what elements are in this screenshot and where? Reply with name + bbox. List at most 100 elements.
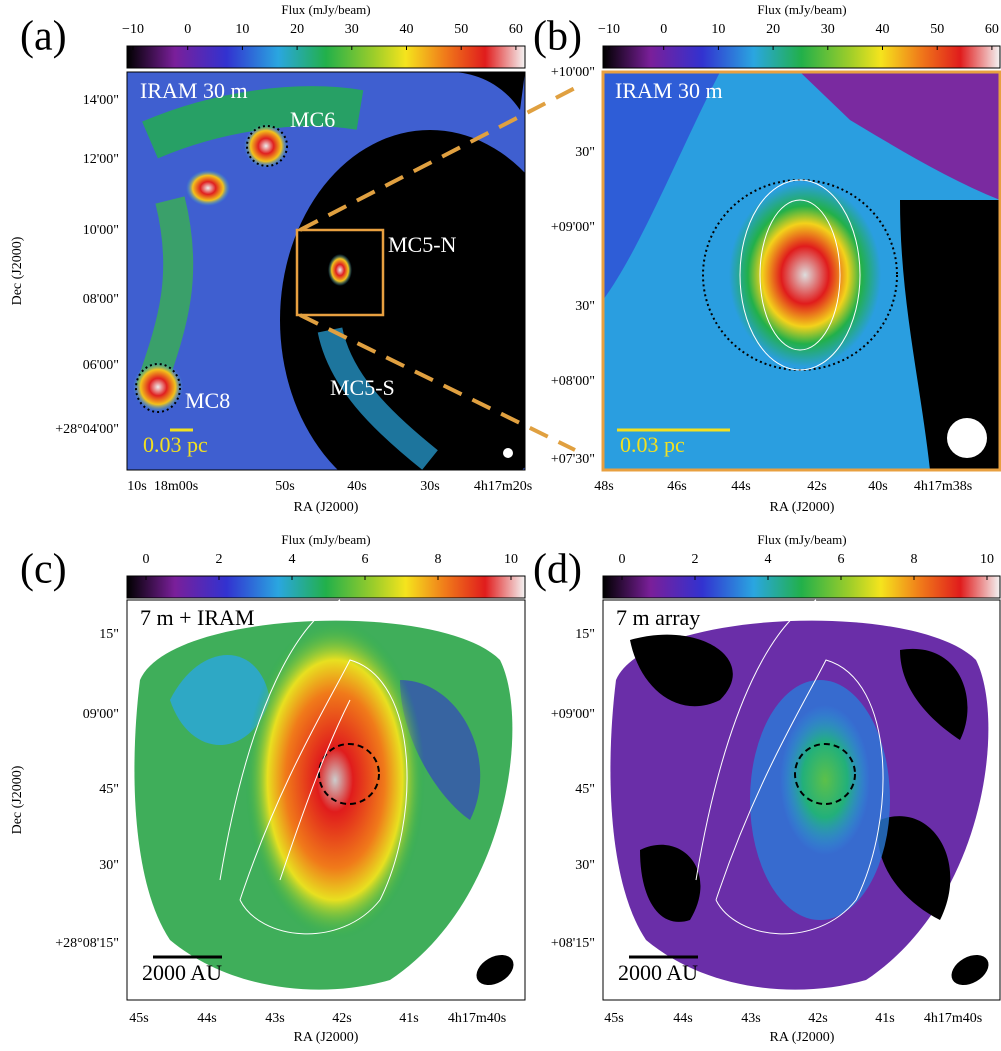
- colorbar: [127, 576, 525, 598]
- x-tick-label: 4h17m20s: [474, 479, 532, 494]
- y-axis-label: Dec (J2000): [10, 236, 25, 305]
- x-tick-label: 4h17m40s: [924, 1011, 982, 1026]
- colorbar-tick-label: −10: [598, 22, 620, 37]
- y-tick-label: 45": [575, 782, 595, 797]
- colorbar-tick-label: 8: [911, 552, 918, 567]
- colorbar-tick-label: 30: [345, 22, 359, 37]
- image-label: IRAM 30 m: [140, 78, 248, 103]
- y-tick-label: 30": [99, 858, 119, 873]
- y-tick-label: 10'00": [83, 223, 119, 238]
- y-tick-label: +07'30": [551, 452, 595, 467]
- y-tick-label: +09'00": [551, 220, 595, 235]
- panel-label: (a): [20, 14, 67, 60]
- colorbar-tick-label: 4: [289, 552, 296, 567]
- colorbar: [603, 46, 1000, 68]
- colorbar-tick-label: 6: [838, 552, 845, 567]
- x-tick-label: 45s: [129, 1011, 148, 1026]
- y-tick-label: +28°08'15": [55, 936, 119, 951]
- x-axis-label: RA (J2000): [770, 1030, 835, 1045]
- colorbar-tick-label: 10: [235, 22, 249, 37]
- x-tick-label: 45s: [604, 1011, 623, 1026]
- colorbar-tick-label: 30: [821, 22, 835, 37]
- figure: (a)Flux (mJy/beam)−10010203040506014'00"…: [0, 0, 1001, 1051]
- y-tick-label: 45": [99, 782, 119, 797]
- image-label: 7 m array: [616, 605, 700, 630]
- x-tick-label: 40s: [347, 479, 366, 494]
- scale-label: 2000 AU: [618, 960, 698, 985]
- y-axis-label: Dec (J2000): [10, 765, 25, 834]
- source-label: MC6: [290, 107, 335, 132]
- panel-label: (d): [533, 547, 582, 593]
- y-tick-label: 08'00": [83, 292, 119, 307]
- colorbar-tick-label: 0: [184, 22, 191, 37]
- y-tick-label: +08'15": [551, 936, 595, 951]
- colorbar-tick-label: 0: [143, 552, 150, 567]
- colorbar-tick-label: 4: [765, 552, 772, 567]
- colorbar-tick-label: 60: [509, 22, 523, 37]
- y-tick-label: 30": [575, 858, 595, 873]
- source-label: MC8: [185, 388, 230, 413]
- x-tick-label: 43s: [741, 1011, 760, 1026]
- y-tick-label: 15": [99, 627, 119, 642]
- colorbar-tick-label: 2: [692, 552, 699, 567]
- colorbar-tick-label: 10: [980, 552, 994, 567]
- x-axis-label: RA (J2000): [294, 1030, 359, 1045]
- x-tick-label: 4h17m38s: [914, 479, 972, 494]
- x-tick-label: 18m00s: [154, 479, 198, 494]
- x-tick-label: 42s: [332, 1011, 351, 1026]
- colorbar-tick-label: 10: [504, 552, 518, 567]
- colorbar-tick-label: 0: [660, 22, 667, 37]
- colorbar-tick-label: 20: [766, 22, 780, 37]
- y-tick-label: 12'00": [83, 152, 119, 167]
- y-tick-label: +28°04'00": [55, 422, 119, 437]
- source-label: MC5-S: [330, 375, 395, 400]
- x-tick-label: 41s: [875, 1011, 894, 1026]
- y-tick-label: +10'00": [551, 65, 595, 80]
- y-tick-label: 14'00": [83, 93, 119, 108]
- scale-label: 0.03 pc: [143, 432, 208, 457]
- y-tick-label: 30": [575, 145, 595, 160]
- x-tick-label: 42s: [807, 479, 826, 494]
- colorbar-tick-label: 2: [216, 552, 223, 567]
- x-tick-label: 43s: [265, 1011, 284, 1026]
- x-tick-label: 41s: [399, 1011, 418, 1026]
- x-tick-label: 50s: [275, 479, 294, 494]
- scale-label: 0.03 pc: [620, 432, 685, 457]
- colorbar-title: Flux (mJy/beam): [757, 532, 846, 547]
- colorbar-tick-label: 40: [876, 22, 890, 37]
- x-tick-label: 44s: [673, 1011, 692, 1026]
- x-tick-label: 4h17m40s: [448, 1011, 506, 1026]
- y-tick-label: +08'00": [551, 374, 595, 389]
- y-tick-label: +09'00": [551, 707, 595, 722]
- x-tick-label: 40s: [868, 479, 887, 494]
- image-label: 7 m + IRAM: [140, 605, 254, 630]
- scale-label: 2000 AU: [142, 960, 222, 985]
- colorbar-title: Flux (mJy/beam): [281, 532, 370, 547]
- colorbar-title: Flux (mJy/beam): [281, 2, 370, 17]
- colorbar: [127, 46, 525, 68]
- x-axis-label: RA (J2000): [770, 500, 835, 515]
- colorbar-tick-label: 0: [619, 552, 626, 567]
- panel-label: (b): [533, 14, 582, 60]
- colorbar-tick-label: 6: [362, 552, 369, 567]
- y-tick-label: 30": [575, 299, 595, 314]
- x-tick-label: 30s: [420, 479, 439, 494]
- x-tick-label: 10s: [127, 479, 146, 494]
- colorbar-tick-label: 60: [985, 22, 999, 37]
- image-label: IRAM 30 m: [615, 78, 723, 103]
- x-tick-label: 42s: [808, 1011, 827, 1026]
- x-tick-label: 44s: [197, 1011, 216, 1026]
- colorbar-tick-label: 10: [711, 22, 725, 37]
- y-tick-label: 15": [575, 627, 595, 642]
- colorbar-tick-label: 8: [435, 552, 442, 567]
- colorbar-tick-label: 50: [454, 22, 468, 37]
- y-tick-label: 06'00": [83, 358, 119, 373]
- colorbar-tick-label: 20: [290, 22, 304, 37]
- colorbar-title: Flux (mJy/beam): [757, 2, 846, 17]
- colorbar-tick-label: 50: [930, 22, 944, 37]
- colorbar-tick-label: 40: [400, 22, 414, 37]
- x-tick-label: 44s: [731, 479, 750, 494]
- x-tick-label: 48s: [594, 479, 613, 494]
- source-label: MC5-N: [388, 232, 457, 257]
- x-tick-label: 46s: [667, 479, 686, 494]
